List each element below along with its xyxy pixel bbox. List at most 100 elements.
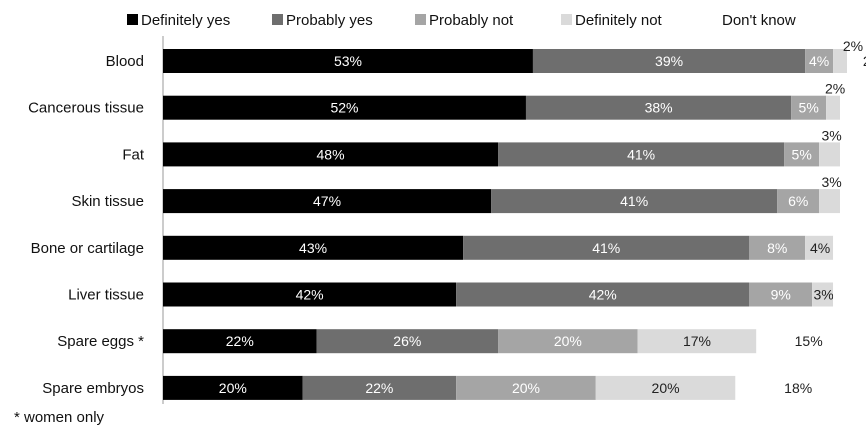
- bar-segment-probably-not: [784, 142, 820, 167]
- data-label-definitely-yes: 47%: [313, 193, 341, 209]
- data-label-probably-not: 6%: [788, 193, 808, 209]
- data-label-definitely-not: 4%: [810, 240, 830, 256]
- data-label-definitely-not: 3%: [813, 287, 833, 303]
- bar-segment-definitely-not: [826, 95, 841, 120]
- data-label-don-t-know: 15%: [795, 333, 823, 349]
- bar-segment-definitely-yes: [163, 235, 464, 260]
- bar-segment-probably-not: [777, 189, 820, 214]
- category-label: Cancerous tissue: [28, 100, 144, 117]
- data-label-definitely-not: 2%: [863, 53, 866, 69]
- data-label-probably-yes: 26%: [393, 333, 421, 349]
- bar-segment-probably-yes: [498, 142, 785, 167]
- legend-label-definitely-not: Definitely not: [575, 12, 663, 29]
- bar-segment-probably-not: [498, 329, 638, 354]
- bar-segment-probably-yes: [491, 189, 778, 214]
- bar-segment-definitely-yes: [163, 49, 533, 73]
- chart-legend: Definitely yes Probably yes Probably not De…: [127, 12, 796, 29]
- data-label-probably-yes: 38%: [645, 100, 673, 116]
- bar-segment-don-t-know: [756, 329, 861, 354]
- data-label-probably-not: 9%: [771, 287, 791, 303]
- bar-segment-definitely-yes: [163, 189, 492, 214]
- bar-segment-don-t-know: [840, 189, 861, 214]
- footnote: * women only: [14, 409, 105, 426]
- bar-segment-probably-not: [456, 375, 596, 400]
- bar-segment-probably-yes: [463, 235, 750, 260]
- bar-segment-don-t-know: [833, 235, 861, 260]
- bar-segment-probably-not: [749, 282, 813, 307]
- legend-label-definitely-yes: Definitely yes: [141, 12, 230, 29]
- data-label-probably-not: 5%: [792, 146, 812, 162]
- data-label-probably-yes: 41%: [592, 240, 620, 256]
- data-label-probably-yes: 39%: [655, 53, 683, 69]
- bar-row-spare-embryos: Spare embryos 20% 22% 20% 20% 18%: [42, 375, 861, 400]
- bar-segment-probably-yes: [532, 49, 806, 73]
- legend-item-probably-yes: Probably yes: [272, 12, 373, 29]
- bar-segment-probably-not: [791, 95, 827, 120]
- legend-swatch-probably-yes: [272, 14, 283, 25]
- legend-label-probably-yes: Probably yes: [286, 12, 373, 29]
- bar-segment-definitely-not: [812, 282, 834, 307]
- bar-segment-probably-not: [805, 49, 834, 73]
- category-label: Skin tissue: [71, 193, 144, 210]
- data-label-definitely-yes: 48%: [317, 146, 345, 162]
- bar-segment-definitely-yes: [163, 95, 526, 120]
- bar-segment-definitely-not: [819, 189, 841, 214]
- legend-item-definitely-not: Definitely not: [561, 12, 663, 29]
- bar-segment-definitely-yes: [163, 142, 499, 167]
- bar-segment-definitely-not: [637, 329, 757, 354]
- bar-segment-probably-yes: [316, 329, 499, 354]
- bar-segment-definitely-not: [833, 49, 848, 73]
- bar-segment-don-t-know: [840, 142, 861, 167]
- data-label-definitely-not: 17%: [683, 333, 711, 349]
- bar-segment-probably-yes: [456, 282, 750, 307]
- data-label-probably-yes: 22%: [365, 380, 393, 396]
- data-label-probably-yes: 41%: [627, 146, 655, 162]
- data-label-probably-not: 4%: [809, 53, 829, 69]
- data-label-probably-not: 20%: [512, 380, 540, 396]
- bar-segment-probably-not: [749, 235, 806, 260]
- data-label-probably-yes: 42%: [589, 287, 617, 303]
- bar-segment-definitely-yes: [163, 375, 303, 400]
- legend-swatch-definitely-yes: [127, 14, 138, 25]
- data-label-definitely-yes: 52%: [330, 100, 358, 116]
- data-label-definitely-yes: 43%: [299, 240, 327, 256]
- data-label-probably-not: 8%: [767, 240, 787, 256]
- category-label: Spare eggs *: [57, 333, 144, 350]
- data-label-definitely-yes: 53%: [334, 53, 362, 69]
- category-label: Bone or cartilage: [31, 240, 144, 257]
- legend-item-probably-not: Probably not: [415, 12, 514, 29]
- category-label: Blood: [106, 53, 144, 70]
- data-label-don-t-know: 18%: [784, 380, 812, 396]
- data-label-definitely-not: 3%: [821, 174, 841, 190]
- legend-label-probably-not: Probably not: [429, 12, 514, 29]
- legend-swatch-definitely-not: [561, 14, 572, 25]
- bar-segment-definitely-not: [819, 142, 841, 167]
- data-label-probably-not: 5%: [799, 100, 819, 116]
- data-label-definitely-not: 2%: [825, 81, 845, 97]
- bar-segment-definitely-not: [595, 375, 736, 400]
- bar-segment-don-t-know: [847, 49, 861, 73]
- category-label: Liver tissue: [68, 287, 144, 304]
- data-label-definitely-yes: 22%: [226, 333, 254, 349]
- data-label-definitely-yes: 20%: [219, 380, 247, 396]
- bar-segment-probably-yes: [302, 375, 457, 400]
- bar-segment-definitely-not: [805, 235, 834, 260]
- bar-segment-don-t-know: [735, 375, 861, 400]
- data-label-probably-not: 20%: [554, 333, 582, 349]
- bar-segment-definitely-yes: [163, 329, 317, 354]
- data-label-definitely-yes: 42%: [296, 287, 324, 303]
- category-label: Fat: [122, 146, 145, 163]
- data-label-don-t-know: 2%: [843, 38, 863, 54]
- bar-row-spare-eggs: Spare eggs * 22% 26% 20% 17% 15%: [57, 329, 861, 354]
- data-label-probably-yes: 41%: [620, 193, 648, 209]
- data-label-definitely-not: 20%: [652, 380, 680, 396]
- legend-item-definitely-yes: Definitely yes: [127, 12, 230, 29]
- bar-segment-definitely-yes: [163, 282, 457, 307]
